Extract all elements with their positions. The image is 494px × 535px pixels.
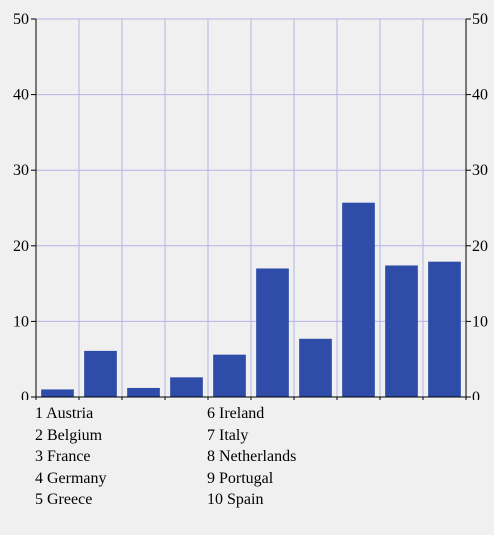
y-tick-label-right: 0 xyxy=(472,389,480,400)
legend-item: 8 Netherlands xyxy=(207,446,296,468)
y-tick-label-left: 10 xyxy=(13,313,29,330)
legend-item: 2 Belgium xyxy=(35,425,107,447)
bar xyxy=(299,338,332,397)
bar xyxy=(428,261,461,397)
legend-item: 1 Austria xyxy=(35,403,107,425)
y-tick-label-left: 40 xyxy=(13,87,29,104)
bar xyxy=(170,377,203,397)
legend-item-name: Portugal xyxy=(219,469,274,487)
y-tick-label-left: 20 xyxy=(13,238,29,255)
legend-item-number: 4 xyxy=(35,469,43,487)
y-tick-label-right: 40 xyxy=(472,87,488,104)
legend-item: 6 Ireland xyxy=(207,403,296,425)
legend-item: 9 Portugal xyxy=(207,468,296,490)
legend-item-name: Spain xyxy=(227,491,264,508)
legend-item-number: 10 xyxy=(207,491,223,508)
legend-item-name: Austria xyxy=(46,405,94,422)
legend-item-number: 8 xyxy=(207,448,215,465)
bar xyxy=(342,202,375,397)
legend-item-number: 9 xyxy=(207,469,215,487)
legend-item: 3 France xyxy=(35,446,107,468)
legend-item-name: Greece xyxy=(47,491,93,508)
legend-item-number: 6 xyxy=(207,405,215,422)
legend-item: 5 Greece xyxy=(35,489,107,511)
legend-column-left: 1 Austria 2 Belgium 3 France 4 Germany 5… xyxy=(35,403,107,511)
legend-item-number: 2 xyxy=(35,426,43,444)
y-tick-label-left: 0 xyxy=(21,389,29,400)
bar-chart-svg: 001010202030304040505012345678910 xyxy=(13,11,488,400)
bar xyxy=(84,350,117,397)
bar xyxy=(127,387,160,397)
legend-item: 7 Italy xyxy=(207,425,296,447)
legend-item-name: France xyxy=(47,448,91,465)
legend-item-name: Germany xyxy=(47,469,107,487)
legend-item: 4 Germany xyxy=(35,468,107,490)
legend-item-number: 3 xyxy=(35,448,43,465)
y-tick-label-right: 10 xyxy=(472,313,488,330)
legend-item-number: 5 xyxy=(35,491,43,508)
legend-item-number: 1 xyxy=(35,405,43,422)
y-tick-label-right: 20 xyxy=(472,238,488,255)
bar xyxy=(41,389,74,397)
legend-column-right: 6 Ireland 7 Italy 8 Netherlands 9 Portug… xyxy=(207,403,296,511)
legend-item-name: Belgium xyxy=(47,426,103,444)
y-tick-label-right: 50 xyxy=(472,11,488,28)
legend-item: 10 Spain xyxy=(207,489,296,511)
bar xyxy=(213,354,246,397)
bar xyxy=(385,265,418,397)
y-tick-label-left: 50 xyxy=(13,11,29,28)
legend-item-name: Italy xyxy=(219,426,249,444)
legend-item-number: 7 xyxy=(207,426,215,444)
legend-item-name: Netherlands xyxy=(219,448,297,465)
legend-item-name: Ireland xyxy=(219,405,265,422)
y-tick-label-left: 30 xyxy=(13,162,29,179)
bar xyxy=(256,268,289,397)
y-tick-label-right: 30 xyxy=(472,162,488,179)
